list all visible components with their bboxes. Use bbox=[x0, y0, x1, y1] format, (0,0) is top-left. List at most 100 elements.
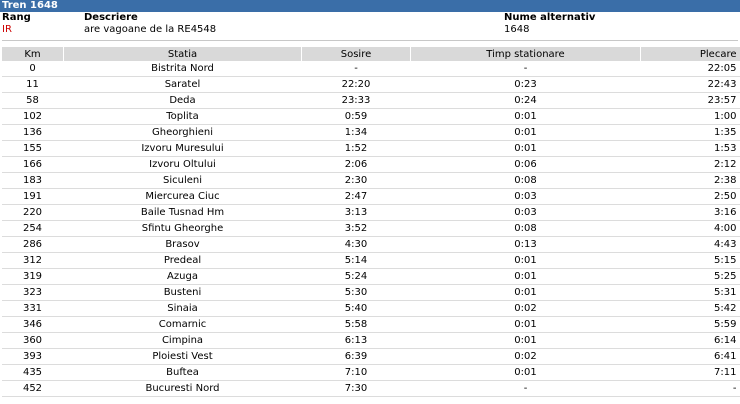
alt-name-value: 1648 bbox=[504, 24, 530, 35]
table-row: 0 Bistrita Nord - -22:05 bbox=[1, 61, 740, 77]
table-row: 286 Brasov 4:30 0:13 4:43 bbox=[1, 236, 740, 253]
cell-sosire: 5:58 bbox=[301, 316, 411, 333]
cell-sosire: 5:30 bbox=[301, 284, 411, 301]
cell-timp-stationare: 0:13 bbox=[410, 236, 641, 253]
cell-sosire: 3:13 bbox=[301, 204, 411, 221]
table-row: 323 Busteni 5:30 0:01 5:31 bbox=[1, 284, 740, 301]
table-row: 319 Azuga 5:24 0:01 5:25 bbox=[1, 268, 740, 285]
descriere-value: are vagoane de la RE4548 bbox=[84, 24, 217, 35]
cell-km: 360 bbox=[1, 332, 64, 349]
cell-km: 166 bbox=[1, 156, 64, 173]
cell-timp-stationare: 0:23 bbox=[410, 76, 641, 93]
cell-statia: Saratel bbox=[63, 76, 302, 93]
cell-plecare: 2:12 bbox=[640, 156, 740, 173]
cell-plecare: 5:15 bbox=[640, 252, 740, 269]
cell-statia: Azuga bbox=[63, 268, 302, 285]
col-header-timp-stationare: Timp stationare bbox=[410, 47, 641, 61]
cell-timp-stationare: 0:24 bbox=[410, 92, 641, 109]
cell-statia: Bucuresti Nord bbox=[63, 380, 302, 397]
cell-timp-stationare: 0:03 bbox=[410, 188, 641, 205]
cell-timp-stationare: 0:02 bbox=[410, 348, 641, 365]
cell-statia: Cimpina bbox=[63, 332, 302, 349]
table-row: 360 Cimpina 6:13 0:01 6:14 bbox=[1, 332, 740, 349]
table-row: 102 Toplita 0:59 0:01 1:00 bbox=[1, 108, 740, 125]
cell-sosire: 2:47 bbox=[301, 188, 411, 205]
cell-statia: Comarnic bbox=[63, 316, 302, 333]
cell-plecare: 5:31 bbox=[640, 284, 740, 301]
cell-plecare: 7:11 bbox=[640, 364, 740, 381]
cell-timp-stationare: 0:01 bbox=[410, 268, 641, 285]
cell-timp-stationare: - bbox=[410, 61, 641, 77]
table-row: 435 Buftea 7:10 0:01 7:11 bbox=[1, 364, 740, 381]
cell-timp-stationare: 0:01 bbox=[410, 364, 641, 381]
cell-plecare: 2:38 bbox=[640, 172, 740, 189]
cell-timp-stationare: 0:01 bbox=[410, 124, 641, 141]
cell-km: 452 bbox=[1, 380, 64, 397]
table-row: 183 Siculeni 2:30 0:08 2:38 bbox=[1, 172, 740, 189]
cell-plecare: 5:25 bbox=[640, 268, 740, 285]
cell-timp-stationare: 0:03 bbox=[410, 204, 641, 221]
cell-timp-stationare: 0:01 bbox=[410, 252, 641, 269]
cell-plecare: 6:41 bbox=[640, 348, 740, 365]
divider bbox=[2, 40, 738, 41]
cell-statia: Buftea bbox=[63, 364, 302, 381]
table-row: 312 Predeal 5:14 0:01 5:15 bbox=[1, 252, 740, 269]
rang-value: IR bbox=[2, 24, 12, 35]
col-header-plecare: Plecare bbox=[640, 47, 740, 61]
cell-km: 58 bbox=[1, 92, 64, 109]
cell-plecare: 1:35 bbox=[640, 124, 740, 141]
cell-plecare: 22:05 bbox=[640, 61, 740, 77]
cell-km: 393 bbox=[1, 348, 64, 365]
cell-statia: Brasov bbox=[63, 236, 302, 253]
cell-timp-stationare: 0:08 bbox=[410, 220, 641, 237]
table-row: 331 Sinaia 5:40 0:02 5:42 bbox=[1, 300, 740, 317]
cell-statia: Siculeni bbox=[63, 172, 302, 189]
cell-statia: Ploiesti Vest bbox=[63, 348, 302, 365]
table-row: 155 Izvoru Muresului 1:52 0:01 1:53 bbox=[1, 140, 740, 157]
table-row: 11 Saratel 22:20 0:23 22:43 bbox=[1, 76, 740, 93]
cell-km: 323 bbox=[1, 284, 64, 301]
cell-statia: Baile Tusnad Hm bbox=[63, 204, 302, 221]
descriere-label: Descriere bbox=[84, 12, 138, 23]
cell-km: 155 bbox=[1, 140, 64, 157]
cell-plecare: 4:00 bbox=[640, 220, 740, 237]
cell-timp-stationare: 0:01 bbox=[410, 108, 641, 125]
cell-km: 319 bbox=[1, 268, 64, 285]
cell-km: 220 bbox=[1, 204, 64, 221]
table-row: 166 Izvoru Oltului 2:06 0:06 2:12 bbox=[1, 156, 740, 173]
cell-km: 183 bbox=[1, 172, 64, 189]
cell-timp-stationare: 0:01 bbox=[410, 140, 641, 157]
cell-plecare: 4:43 bbox=[640, 236, 740, 253]
cell-statia: Bistrita Nord bbox=[63, 61, 302, 77]
col-header-km: Km bbox=[1, 47, 64, 61]
table-row: 346 Comarnic 5:58 0:01 5:59 bbox=[1, 316, 740, 333]
cell-statia: Gheorghieni bbox=[63, 124, 302, 141]
cell-sosire: 4:30 bbox=[301, 236, 411, 253]
cell-statia: Izvoru Muresului bbox=[63, 140, 302, 157]
cell-sosire: 0:59 bbox=[301, 108, 411, 125]
cell-timp-stationare: 0:01 bbox=[410, 332, 641, 349]
cell-timp-stationare: 0:01 bbox=[410, 284, 641, 301]
train-title: Tren 1648 bbox=[0, 0, 740, 12]
cell-plecare: 2:50 bbox=[640, 188, 740, 205]
cell-statia: Sfintu Gheorghe bbox=[63, 220, 302, 237]
train-info: Rang IR Descriere are vagoane de la RE45… bbox=[0, 12, 740, 40]
cell-statia: Miercurea Ciuc bbox=[63, 188, 302, 205]
cell-timp-stationare: 0:01 bbox=[410, 316, 641, 333]
table-header-row: Km Statia Sosire Timp stationare Plecare bbox=[1, 47, 740, 61]
cell-timp-stationare: 0:06 bbox=[410, 156, 641, 173]
cell-sosire: - bbox=[301, 61, 411, 77]
table-row: 191 Miercurea Ciuc 2:47 0:03 2:50 bbox=[1, 188, 740, 205]
cell-statia: Izvoru Oltului bbox=[63, 156, 302, 173]
cell-sosire: 6:39 bbox=[301, 348, 411, 365]
cell-sosire: 5:24 bbox=[301, 268, 411, 285]
cell-plecare: 22:43 bbox=[640, 76, 740, 93]
cell-km: 286 bbox=[1, 236, 64, 253]
cell-plecare: 23:57 bbox=[640, 92, 740, 109]
cell-km: 0 bbox=[1, 61, 64, 77]
col-header-statia: Statia bbox=[63, 47, 302, 61]
table-row: 136 Gheorghieni 1:34 0:01 1:35 bbox=[1, 124, 740, 141]
table-row: 220 Baile Tusnad Hm 3:13 0:03 3:16 bbox=[1, 204, 740, 221]
cell-sosire: 1:34 bbox=[301, 124, 411, 141]
cell-plecare: 1:00 bbox=[640, 108, 740, 125]
